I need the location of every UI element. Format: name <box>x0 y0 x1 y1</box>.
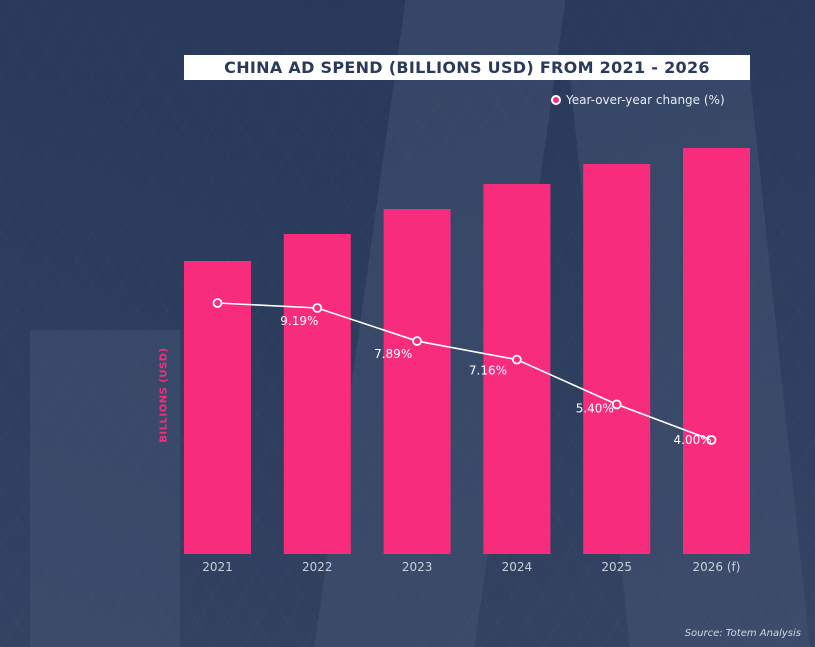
chart-title: CHINA AD SPEND (BILLIONS USD) FROM 2021 … <box>224 58 710 77</box>
yoy-point <box>512 354 522 365</box>
x-tick-label: 2026 (f) <box>693 560 741 574</box>
bar-2021 <box>184 261 251 554</box>
x-tick-label: 2024 <box>502 560 533 574</box>
yoy-point <box>312 303 323 313</box>
legend-label: Year-over-year change (%) <box>566 93 725 107</box>
yoy-line <box>217 302 712 441</box>
source-note: Source: Totem Analysis <box>684 628 801 639</box>
yoy-data-label: 4.00% <box>674 433 712 447</box>
bar-2023 <box>383 209 451 554</box>
yoy-data-label: 5.40% <box>576 401 614 415</box>
background-building <box>30 330 180 647</box>
x-tick-label: 2025 <box>601 560 632 574</box>
x-tick-label: 2022 <box>302 560 333 574</box>
yoy-point <box>611 399 622 410</box>
x-tick-label: 2021 <box>202 560 233 574</box>
yoy-point <box>706 435 717 445</box>
bar-2026f <box>683 148 750 554</box>
legend: Year-over-year change (%) <box>551 93 725 107</box>
yoy-data-label: 9.19% <box>280 314 318 328</box>
chart-title-box: CHINA AD SPEND (BILLIONS USD) FROM 2021 … <box>184 55 750 80</box>
bar-2025 <box>583 164 651 554</box>
legend-marker <box>551 95 561 105</box>
x-tick-label: 2023 <box>402 560 433 574</box>
yoy-point <box>412 336 423 346</box>
yoy-data-label: 7.89% <box>374 347 412 361</box>
bar-2022 <box>283 234 351 554</box>
yoy-point <box>212 298 223 308</box>
yoy-data-label: 7.16% <box>469 364 507 378</box>
